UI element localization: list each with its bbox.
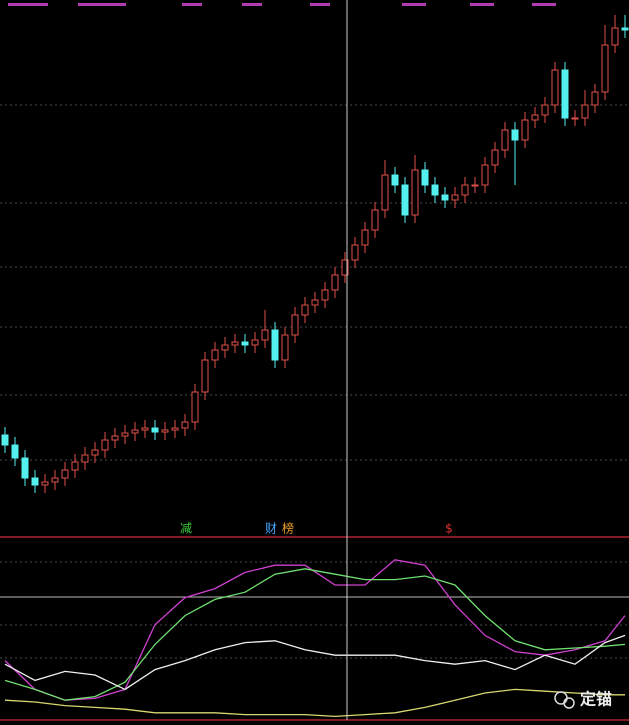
candle-body [481, 164, 489, 186]
candle-body [281, 334, 289, 361]
top-glyphs [8, 3, 556, 6]
indicator-line [4, 688, 625, 718]
candle-body [211, 349, 219, 361]
watermark-text: 定锚 [579, 690, 612, 709]
candle-body [351, 244, 359, 261]
candle-body [401, 184, 409, 216]
candle-body [471, 184, 479, 187]
candle-body [111, 435, 119, 441]
candle-body [231, 341, 239, 346]
candle-body [81, 454, 89, 463]
indicator-line [4, 568, 626, 701]
candle-body [341, 259, 349, 276]
candle-body [261, 329, 269, 341]
candle-body [531, 114, 539, 121]
candle-body [141, 427, 149, 431]
candle-body [71, 461, 79, 471]
candle-body [571, 117, 579, 120]
candle-body [241, 341, 249, 346]
annotation: 榜 [282, 521, 294, 536]
candle-body [181, 421, 189, 429]
candle-body [151, 427, 159, 433]
candle-body [491, 149, 499, 166]
candle-body [131, 429, 139, 434]
candle-body [201, 359, 209, 393]
candle-body [101, 439, 109, 451]
indicator-line [4, 634, 626, 691]
candle-body [451, 194, 459, 201]
watermark: 定锚 [554, 690, 612, 709]
candle-body [581, 104, 589, 119]
annotation: $ [445, 522, 453, 536]
candle-body [541, 104, 549, 116]
candle-body [501, 129, 509, 151]
candle-body [621, 27, 629, 31]
indicator-line [4, 559, 626, 701]
candle-body [161, 429, 169, 433]
candle-body [431, 184, 439, 196]
candle-body [361, 229, 369, 246]
plot-area: 减 财榜 $ [1, 15, 629, 718]
candle-body [251, 339, 259, 346]
candle-body [441, 194, 449, 201]
candle-body [31, 477, 39, 486]
candle-body [41, 481, 49, 486]
candle-body [61, 469, 69, 479]
candle-body [551, 69, 559, 106]
candle-body [171, 427, 179, 431]
candle-body [291, 314, 299, 336]
candle-body [371, 209, 379, 231]
candle-body [611, 27, 619, 46]
candle-body [191, 391, 199, 423]
candle-body [601, 44, 609, 93]
candle-body [591, 91, 599, 106]
candle-body [561, 69, 569, 119]
candle-body [391, 174, 399, 186]
annotation: 减 [180, 522, 192, 536]
candle-body [381, 174, 389, 211]
candle-body [461, 184, 469, 196]
candle-body [121, 432, 129, 437]
candle-body [421, 169, 429, 186]
candle-body [301, 304, 309, 316]
candle-body [11, 444, 19, 459]
candle-body [51, 477, 59, 483]
candle-body [311, 299, 319, 306]
candle-body [221, 344, 229, 351]
candle-body [91, 449, 99, 456]
candle-body [331, 274, 339, 291]
candle-body [411, 169, 419, 216]
candle-body [21, 457, 29, 479]
annotation: 财 [265, 522, 277, 536]
candle-body [511, 129, 519, 141]
candle-body [1, 434, 9, 446]
candle-body [271, 329, 279, 361]
candle-body [521, 119, 529, 141]
candle-body [321, 289, 329, 301]
